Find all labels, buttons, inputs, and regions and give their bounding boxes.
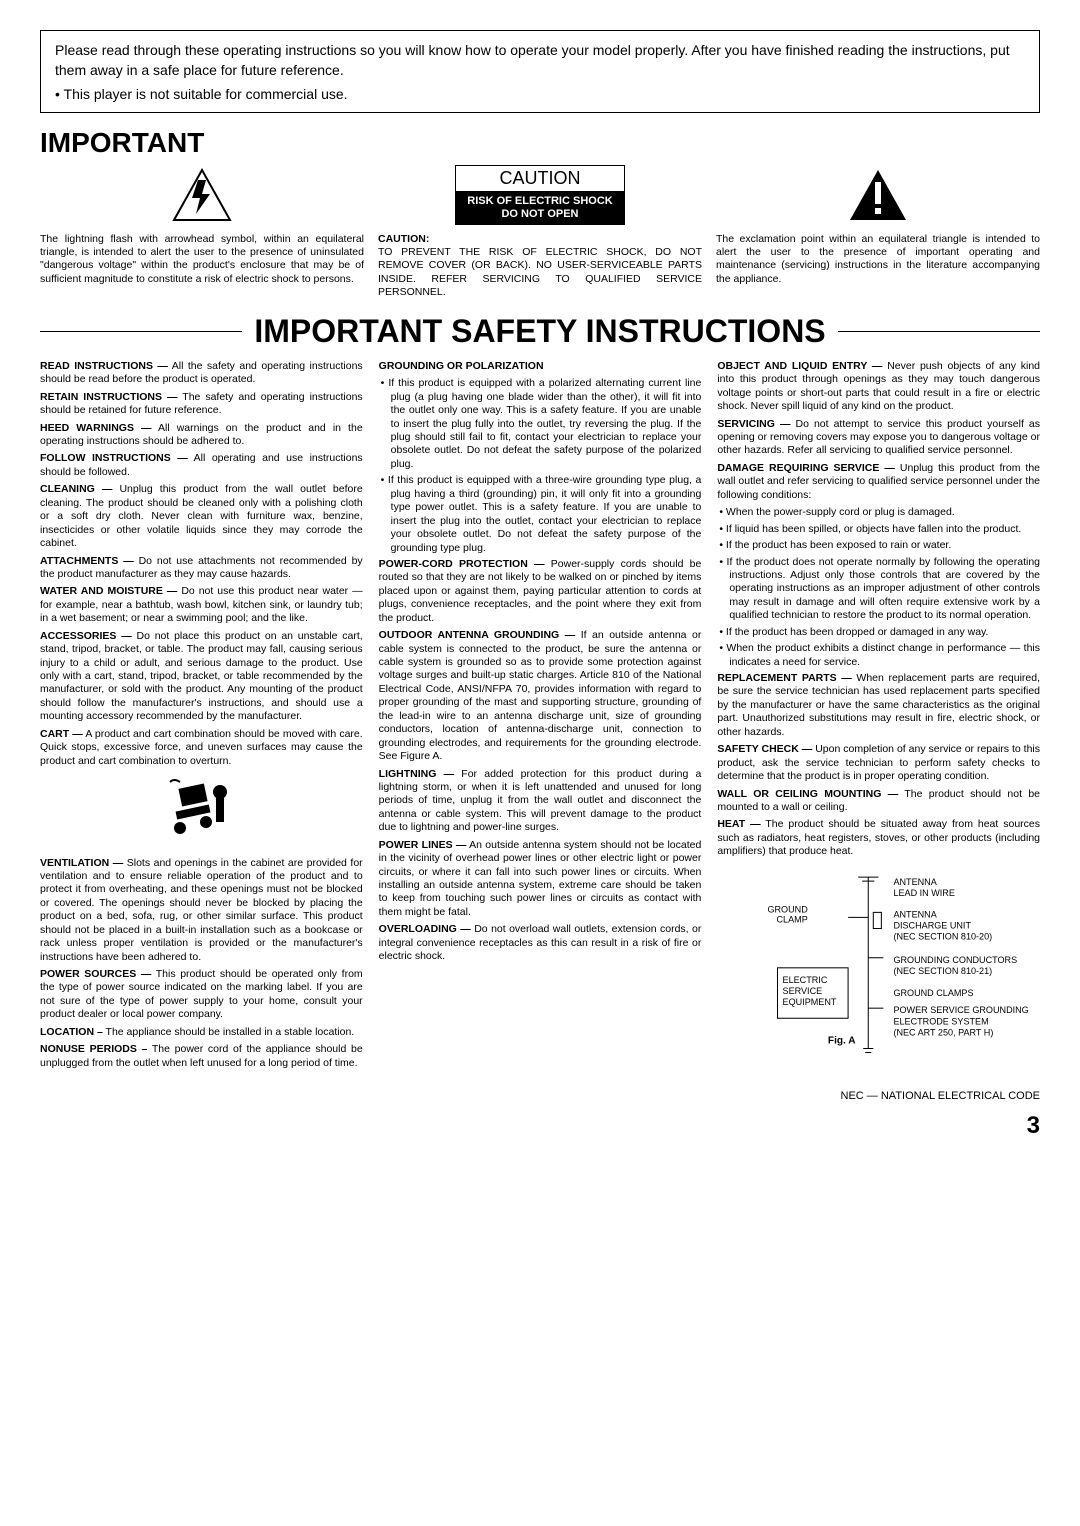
caution-sub: CAUTION: xyxy=(378,233,702,246)
svg-text:(NEC SECTION 810-21): (NEC SECTION 810-21) xyxy=(894,966,993,976)
svg-text:ELECTRIC: ELECTRIC xyxy=(783,975,828,985)
instruction-item: POWER SOURCES — This product should be o… xyxy=(40,968,363,1022)
warning-left: The lightning flash with arrowhead symbo… xyxy=(40,165,364,299)
instruction-item: LIGHTNING — For added protection for thi… xyxy=(379,768,702,835)
intro-box: Please read through these operating inst… xyxy=(40,30,1040,113)
sub-bullet: • When the power-supply cord or plug is … xyxy=(717,506,1040,519)
sub-bullet: • If the product does not operate normal… xyxy=(717,556,1040,623)
instruction-item: WALL OR CEILING MOUNTING — The product s… xyxy=(717,788,1040,815)
svg-text:GROUND: GROUND xyxy=(768,904,809,914)
instruction-item: LOCATION – The appliance should be insta… xyxy=(40,1026,363,1039)
instruction-item: POWER-CORD PROTECTION — Power-supply cor… xyxy=(379,558,702,625)
instruction-item: POWER LINES — An outside antenna system … xyxy=(379,839,702,920)
instruction-item: NONUSE PERIODS – The power cord of the a… xyxy=(40,1043,363,1070)
instruction-item: OUTDOOR ANTENNA GROUNDING — If an outsid… xyxy=(379,629,702,763)
svg-text:DISCHARGE UNIT: DISCHARGE UNIT xyxy=(894,920,972,930)
figure-a: GROUND CLAMP ELECTRIC SERVICE EQUIPMENT … xyxy=(717,867,1040,1073)
instruction-item: CLEANING — Unplug this product from the … xyxy=(40,483,363,550)
warning-row: The lightning flash with arrowhead symbo… xyxy=(40,165,1040,299)
instruction-item: READ INSTRUCTIONS — All the safety and o… xyxy=(40,360,363,387)
sub-bullet: • If the product has been dropped or dam… xyxy=(717,626,1040,639)
sub-bullet: • If liquid has been spilled, or objects… xyxy=(717,523,1040,536)
caution-black: RISK OF ELECTRIC SHOCK DO NOT OPEN xyxy=(455,191,624,225)
page-number: 3 xyxy=(40,1112,1040,1140)
instruction-item: RETAIN INSTRUCTIONS — The safety and ope… xyxy=(40,391,363,418)
instruction-item: HEED WARNINGS — All warnings on the prod… xyxy=(40,422,363,449)
instruction-item: OVERLOADING — Do not overload wall outle… xyxy=(379,923,702,963)
sub-bullet: • If this product is equipped with a thr… xyxy=(379,474,702,555)
caution-box: CAUTION RISK OF ELECTRIC SHOCK DO NOT OP… xyxy=(378,165,702,225)
svg-text:LEAD IN WIRE: LEAD IN WIRE xyxy=(894,888,955,898)
instruction-item: REPLACEMENT PARTS — When replacement par… xyxy=(717,672,1040,739)
warning-mid-text: TO PREVENT THE RISK OF ELECTRIC SHOCK, D… xyxy=(378,246,702,299)
instruction-item: SERVICING — Do not attempt to service th… xyxy=(717,418,1040,458)
instruction-item: ACCESSORIES — Do not place this product … xyxy=(40,630,363,724)
svg-text:(NEC SECTION 810-20): (NEC SECTION 810-20) xyxy=(894,931,993,941)
svg-text:CLAMP: CLAMP xyxy=(777,914,808,924)
intro-paragraph: Please read through these operating inst… xyxy=(55,41,1025,80)
warning-right-text: The exclamation point within an equilate… xyxy=(716,233,1040,286)
instruction-item: WATER AND MOISTURE — Do not use this pro… xyxy=(40,585,363,625)
warning-left-text: The lightning flash with arrowhead symbo… xyxy=(40,233,364,286)
instruction-columns: READ INSTRUCTIONS — All the safety and o… xyxy=(40,360,1040,1074)
instruction-item: OBJECT AND LIQUID ENTRY — Never push obj… xyxy=(717,360,1040,414)
sub-bullet: • If the product has been exposed to rai… xyxy=(717,539,1040,552)
svg-text:ANTENNA: ANTENNA xyxy=(894,909,938,919)
svg-text:ELECTRODE SYSTEM: ELECTRODE SYSTEM xyxy=(894,1016,989,1026)
lightning-triangle-icon xyxy=(40,165,364,225)
instruction-item: SAFETY CHECK — Upon completion of any se… xyxy=(717,743,1040,783)
instruction-item: CART — A product and cart combination sh… xyxy=(40,728,363,768)
instruction-item: VENTILATION — Slots and openings in the … xyxy=(40,857,363,965)
sub-bullet: • If this product is equipped with a pol… xyxy=(379,377,702,471)
instruction-item: HEAT — The product should be situated aw… xyxy=(717,818,1040,858)
exclamation-triangle-icon xyxy=(716,165,1040,225)
intro-bullet: • This player is not suitable for commer… xyxy=(55,86,1025,102)
svg-text:POWER SERVICE GROUNDING: POWER SERVICE GROUNDING xyxy=(894,1005,1029,1015)
instruction-item: FOLLOW INSTRUCTIONS — All operating and … xyxy=(40,452,363,479)
svg-text:EQUIPMENT: EQUIPMENT xyxy=(783,997,837,1007)
important-heading: IMPORTANT xyxy=(40,127,1040,159)
caution-word: CAUTION xyxy=(455,165,624,191)
svg-text:Fig. A: Fig. A xyxy=(828,1035,856,1046)
cart-tip-icon xyxy=(40,778,363,846)
grounding-heading: GROUNDING OR POLARIZATION xyxy=(379,360,702,373)
svg-text:SERVICE: SERVICE xyxy=(783,986,823,996)
nec-note: NEC — NATIONAL ELECTRICAL CODE xyxy=(40,1090,1040,1102)
instruction-item: DAMAGE REQUIRING SERVICE — Unplug this p… xyxy=(717,462,1040,502)
svg-text:GROUNDING CONDUCTORS: GROUNDING CONDUCTORS xyxy=(894,954,1018,964)
svg-text:GROUND CLAMPS: GROUND CLAMPS xyxy=(894,988,974,998)
column-1: READ INSTRUCTIONS — All the safety and o… xyxy=(40,360,363,1074)
safety-instructions-heading: IMPORTANT SAFETY INSTRUCTIONS xyxy=(40,313,1040,350)
sub-bullet: • When the product exhibits a distinct c… xyxy=(717,642,1040,669)
svg-text:ANTENNA: ANTENNA xyxy=(894,877,938,887)
svg-text:(NEC ART 250, PART H): (NEC ART 250, PART H) xyxy=(894,1027,994,1037)
warning-center: CAUTION RISK OF ELECTRIC SHOCK DO NOT OP… xyxy=(378,165,702,299)
instruction-item: ATTACHMENTS — Do not use attachments not… xyxy=(40,555,363,582)
column-2: GROUNDING OR POLARIZATION • If this produ… xyxy=(379,360,702,1074)
warning-right: The exclamation point within an equilate… xyxy=(716,165,1040,299)
column-3: OBJECT AND LIQUID ENTRY — Never push obj… xyxy=(717,360,1040,1074)
